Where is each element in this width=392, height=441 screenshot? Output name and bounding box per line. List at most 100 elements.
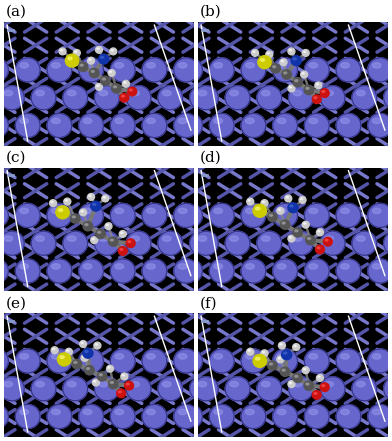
Ellipse shape: [277, 354, 286, 359]
Circle shape: [302, 367, 309, 374]
Circle shape: [336, 203, 361, 228]
Circle shape: [78, 62, 88, 71]
Ellipse shape: [131, 381, 140, 387]
Ellipse shape: [262, 351, 265, 353]
Ellipse shape: [95, 344, 98, 345]
Ellipse shape: [325, 90, 334, 96]
Ellipse shape: [115, 409, 123, 415]
Ellipse shape: [115, 208, 123, 213]
Circle shape: [289, 231, 313, 255]
Circle shape: [273, 349, 298, 373]
Circle shape: [336, 404, 361, 429]
Ellipse shape: [20, 409, 29, 415]
Ellipse shape: [214, 118, 223, 123]
Ellipse shape: [341, 208, 349, 213]
Circle shape: [47, 349, 72, 373]
Ellipse shape: [81, 210, 83, 212]
Circle shape: [142, 404, 167, 429]
Ellipse shape: [93, 203, 96, 206]
Ellipse shape: [281, 60, 283, 62]
Circle shape: [79, 113, 103, 138]
Ellipse shape: [163, 90, 171, 96]
Circle shape: [111, 404, 135, 429]
Ellipse shape: [372, 63, 381, 68]
Circle shape: [178, 349, 202, 373]
Ellipse shape: [318, 376, 320, 377]
Circle shape: [241, 404, 266, 429]
Ellipse shape: [388, 90, 392, 96]
Circle shape: [79, 259, 103, 283]
Ellipse shape: [97, 85, 99, 86]
Ellipse shape: [269, 363, 272, 365]
Ellipse shape: [109, 71, 112, 72]
Ellipse shape: [282, 369, 285, 371]
Circle shape: [112, 84, 121, 93]
Circle shape: [94, 231, 119, 255]
Ellipse shape: [115, 118, 123, 123]
Circle shape: [80, 340, 87, 348]
Ellipse shape: [52, 208, 60, 213]
Circle shape: [247, 348, 254, 355]
Ellipse shape: [99, 374, 102, 376]
Ellipse shape: [182, 63, 191, 68]
Text: (a): (a): [6, 5, 27, 19]
Ellipse shape: [87, 368, 90, 370]
Circle shape: [225, 377, 250, 401]
Circle shape: [47, 58, 72, 82]
Circle shape: [301, 71, 308, 78]
Circle shape: [111, 203, 135, 228]
Ellipse shape: [178, 354, 187, 359]
Ellipse shape: [147, 63, 155, 68]
Ellipse shape: [20, 354, 29, 359]
Circle shape: [96, 229, 105, 239]
Circle shape: [209, 58, 234, 82]
Ellipse shape: [103, 197, 105, 198]
Ellipse shape: [113, 86, 116, 88]
Circle shape: [83, 348, 93, 358]
Circle shape: [125, 381, 134, 390]
Circle shape: [178, 404, 202, 429]
Ellipse shape: [230, 236, 238, 241]
Ellipse shape: [74, 362, 77, 363]
Ellipse shape: [83, 409, 92, 415]
Ellipse shape: [81, 342, 83, 344]
Ellipse shape: [67, 381, 76, 387]
Circle shape: [94, 86, 119, 110]
Circle shape: [47, 203, 72, 228]
Circle shape: [225, 231, 250, 255]
Ellipse shape: [230, 381, 238, 387]
Circle shape: [15, 404, 40, 429]
Circle shape: [273, 58, 298, 82]
Circle shape: [0, 349, 8, 373]
Ellipse shape: [372, 354, 381, 359]
Ellipse shape: [83, 208, 92, 213]
Circle shape: [209, 259, 234, 283]
Ellipse shape: [277, 118, 286, 123]
Ellipse shape: [121, 232, 123, 233]
Ellipse shape: [72, 216, 75, 218]
Ellipse shape: [129, 89, 132, 91]
Ellipse shape: [131, 90, 140, 96]
Ellipse shape: [36, 90, 44, 96]
Circle shape: [268, 361, 277, 370]
Circle shape: [158, 231, 183, 255]
Circle shape: [336, 259, 361, 283]
Ellipse shape: [357, 90, 365, 96]
Ellipse shape: [147, 409, 155, 415]
Ellipse shape: [341, 354, 349, 359]
Circle shape: [368, 113, 392, 138]
Circle shape: [352, 377, 377, 401]
Circle shape: [261, 350, 268, 357]
Circle shape: [105, 223, 112, 230]
Circle shape: [79, 58, 103, 82]
Circle shape: [209, 349, 234, 373]
Ellipse shape: [115, 354, 123, 359]
Ellipse shape: [53, 348, 55, 350]
Ellipse shape: [194, 236, 203, 241]
Ellipse shape: [269, 214, 272, 217]
Circle shape: [109, 379, 118, 389]
Ellipse shape: [246, 409, 254, 415]
Circle shape: [281, 350, 292, 360]
Circle shape: [336, 349, 361, 373]
Circle shape: [72, 359, 82, 369]
